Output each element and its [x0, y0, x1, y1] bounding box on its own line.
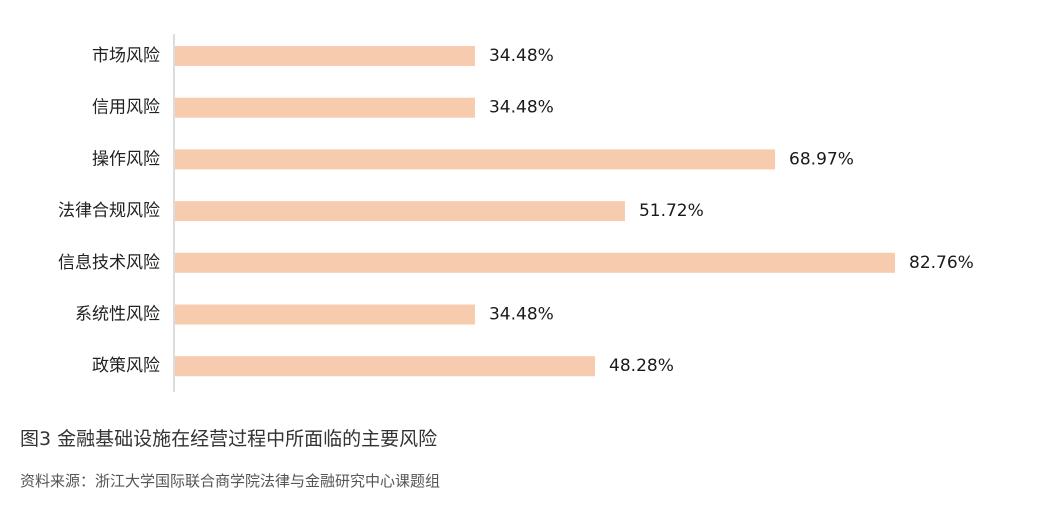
bar: [175, 304, 475, 325]
bar: [175, 252, 896, 273]
value-label: 82.76%: [909, 253, 974, 273]
value-label: 34.48%: [489, 305, 554, 325]
value-label: 51.72%: [639, 201, 704, 221]
category-label: 信息技术风险: [58, 253, 160, 273]
category-label: 系统性风险: [75, 305, 160, 325]
category-label: 信用风险: [92, 98, 160, 118]
bar: [175, 201, 625, 222]
figure-caption: 图3 金融基础设施在经营过程中所面临的主要风险: [20, 428, 438, 450]
bar: [175, 97, 475, 118]
value-label: 34.48%: [489, 46, 554, 66]
bar-chart: 市场风险 34.48% 信用风险 34.48% 操作风险 68.97% 法律合规风险 51.7…: [58, 34, 974, 392]
category-label: 操作风险: [92, 149, 160, 169]
bar: [175, 356, 596, 377]
bar: [175, 46, 475, 66]
value-label: 48.28%: [609, 356, 674, 376]
value-label: 34.48%: [489, 98, 554, 118]
category-label: 政策风险: [92, 356, 160, 376]
category-label: 法律合规风险: [58, 201, 160, 221]
bar: [175, 149, 776, 170]
source-note: 资料来源：浙江大学国际联合商学院法律与金融研究中心课题组: [20, 472, 441, 490]
category-label: 市场风险: [92, 46, 160, 66]
value-label: 68.97%: [789, 149, 854, 169]
